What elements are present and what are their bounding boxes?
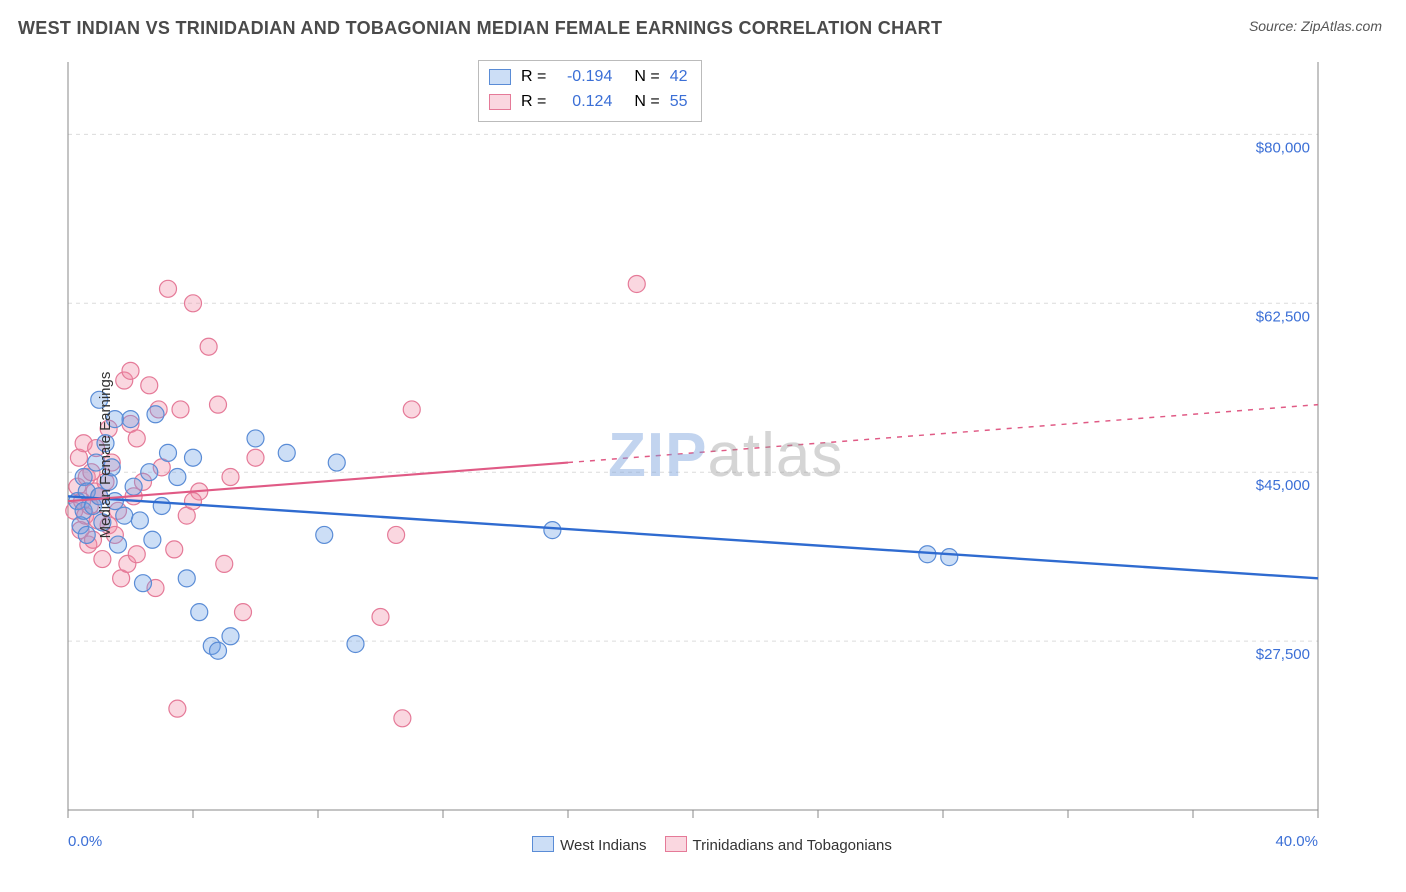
series-swatch bbox=[489, 69, 511, 85]
header-row: WEST INDIAN VS TRINIDADIAN AND TOBAGONIA… bbox=[0, 0, 1406, 45]
svg-text:$27,500: $27,500 bbox=[1256, 646, 1310, 663]
stat-R-label: R = bbox=[521, 90, 546, 115]
source-prefix: Source: bbox=[1249, 18, 1301, 34]
legend-swatch bbox=[532, 836, 554, 852]
svg-text:$62,500: $62,500 bbox=[1256, 308, 1310, 325]
scatter-chart: $27,500$45,000$62,500$80,0000.0%40.0% bbox=[18, 50, 1388, 860]
stat-N-value: 42 bbox=[670, 65, 688, 90]
svg-text:$45,000: $45,000 bbox=[1256, 477, 1310, 494]
source-name: ZipAtlas.com bbox=[1301, 18, 1382, 34]
source-label: Source: ZipAtlas.com bbox=[1249, 18, 1382, 34]
legend-swatch bbox=[665, 836, 687, 852]
stat-N-value: 55 bbox=[670, 90, 688, 115]
y-axis-label: Median Female Earnings bbox=[97, 372, 114, 539]
stat-N-label: N = bbox=[634, 65, 659, 90]
correlation-stats-box: R = -0.194 N = 42 R = 0.124 N = 55 bbox=[478, 60, 702, 122]
stat-R-value: -0.194 bbox=[556, 65, 612, 90]
legend-bottom: West Indians Trinidadians and Tobagonians bbox=[18, 836, 1388, 854]
stats-row: R = -0.194 N = 42 bbox=[489, 65, 687, 90]
series-swatch bbox=[489, 94, 511, 110]
legend-label: West Indians bbox=[560, 837, 646, 854]
stats-row: R = 0.124 N = 55 bbox=[489, 90, 687, 115]
stat-R-value: 0.124 bbox=[556, 90, 612, 115]
chart-area: Median Female Earnings $27,500 $45,000 $62… bbox=[18, 50, 1388, 860]
stat-N-label: N = bbox=[634, 90, 659, 115]
chart-title: WEST INDIAN VS TRINIDADIAN AND TOBAGONIA… bbox=[18, 18, 942, 39]
legend-label: Trinidadians and Tobagonians bbox=[693, 837, 892, 854]
svg-text:$80,000: $80,000 bbox=[1256, 139, 1310, 156]
stat-R-label: R = bbox=[521, 65, 546, 90]
